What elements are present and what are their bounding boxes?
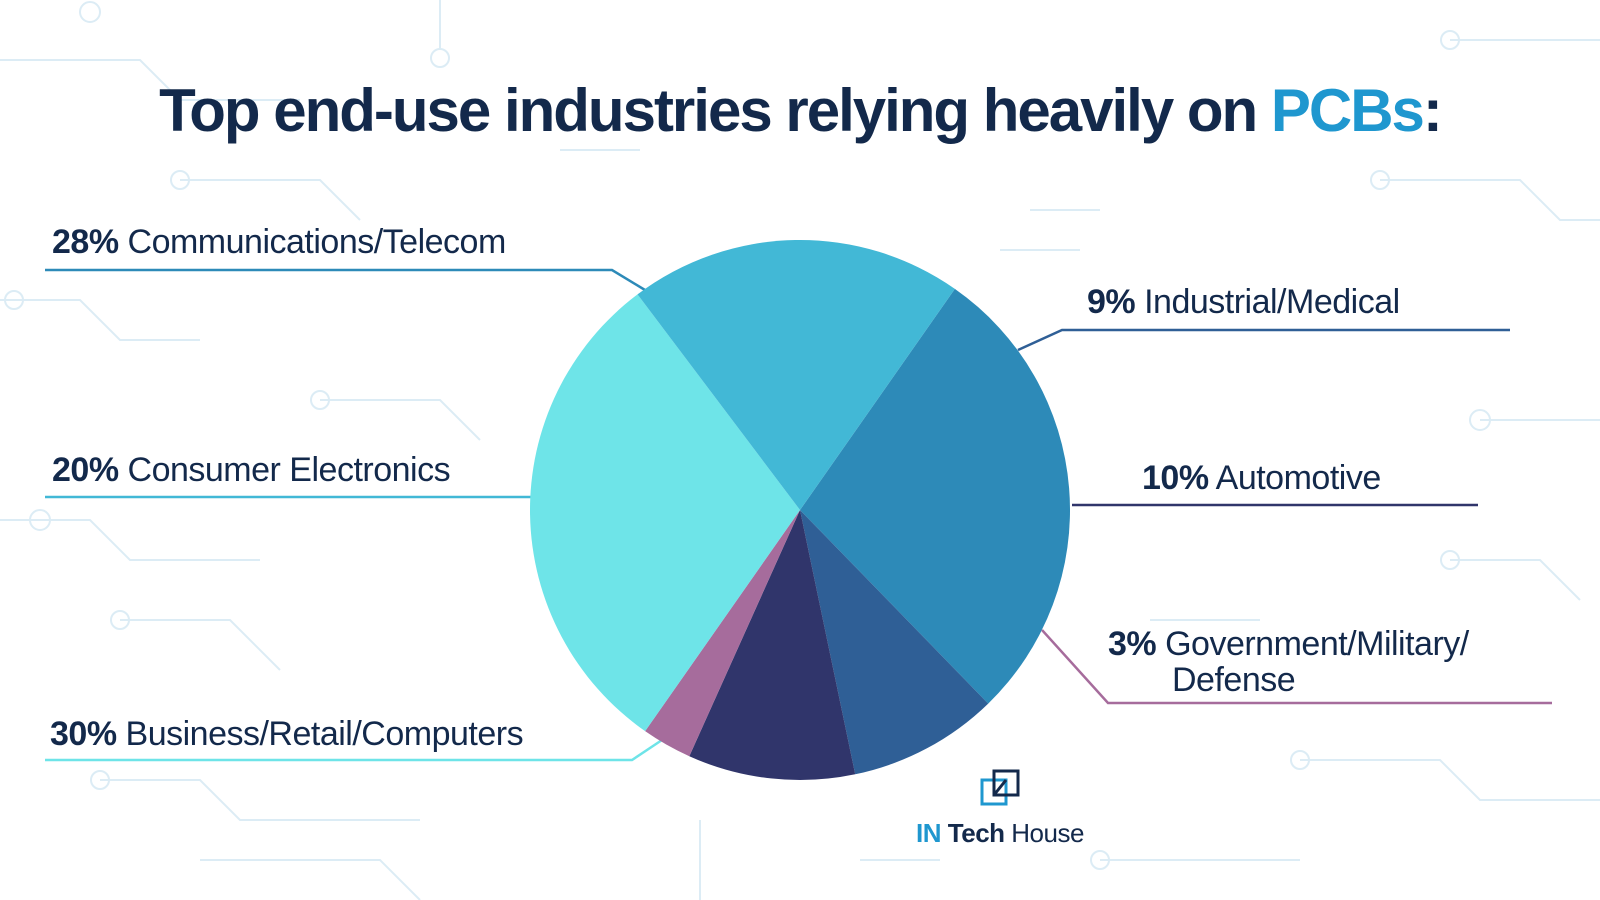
label-government-text-line2: Defense [1172, 661, 1296, 699]
pie-slice-government-military-defense [645, 510, 800, 757]
label-telecom-pct: 28% [52, 223, 119, 261]
label-automotive: 10% Automotive [1142, 460, 1381, 496]
label-automotive-pct: 10% [1142, 459, 1209, 497]
pie-slice-consumer-electronics [637, 239, 955, 510]
label-industrial-pct: 9% [1087, 283, 1136, 321]
label-automotive-text: Automotive [1215, 459, 1382, 497]
leader-line-industrial [1017, 328, 1510, 352]
label-business-text: Business/Retail/Computers [125, 715, 524, 753]
logo-mark-icon [980, 769, 1020, 806]
label-industrial: 9% Industrial/Medical [1087, 284, 1400, 320]
logo-house: House [1011, 818, 1084, 848]
label-telecom: 28% Communications/Telecom [52, 224, 506, 260]
label-consumer-text: Consumer Electronics [127, 451, 451, 489]
logo-tech: Tech [947, 818, 1005, 848]
label-consumer-pct: 20% [52, 451, 119, 489]
title-highlight: PCBs [1270, 77, 1425, 144]
pie-slices [529, 239, 1071, 780]
leader-line-business [45, 738, 663, 762]
label-telecom-text: Communications/Telecom [127, 223, 507, 261]
label-consumer: 20% Consumer Electronics [52, 451, 451, 489]
label-government-text: Government/Military/ [1165, 625, 1469, 663]
logo-in: IN [916, 818, 942, 848]
page-title: Top end-use industries relying heavily o… [0, 76, 1600, 145]
label-business: 30% Business/Retail/Computers [50, 715, 524, 753]
label-business-pct: 30% [50, 715, 117, 753]
pie-slice-business-retail-computers [529, 294, 800, 732]
title-end: : [1422, 77, 1443, 144]
pie-slice-automotive [689, 510, 856, 780]
leader-line-government [1041, 629, 1552, 705]
title-main: Top end-use industries relying heavily o… [159, 77, 1271, 144]
pie-slice-communications-telecom [800, 288, 1071, 704]
label-industrial-text: Industrial/Medical [1144, 283, 1400, 321]
pie-slice-industrial-medical [800, 510, 989, 775]
label-government: 3% Government/Military/ Defense [1108, 626, 1469, 698]
logo-text: IN Tech House [910, 818, 1090, 849]
label-government-pct: 3% [1108, 625, 1157, 663]
leader-lines [45, 268, 1552, 762]
brand-logo: IN Tech House [910, 768, 1090, 849]
leader-line-telecom [45, 268, 646, 292]
